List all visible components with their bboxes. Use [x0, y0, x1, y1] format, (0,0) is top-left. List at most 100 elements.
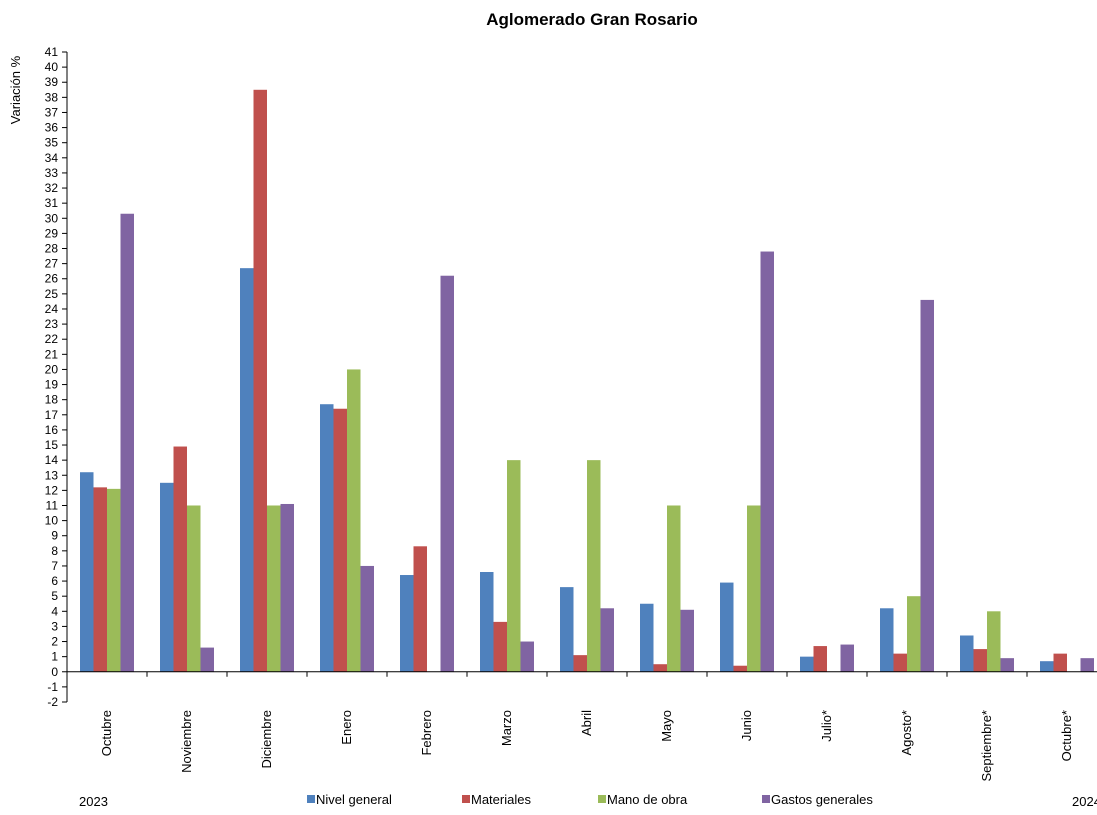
y-tick-label: 40	[45, 60, 59, 74]
bar-gastos-generales	[760, 251, 774, 672]
bar-nivel-general	[640, 603, 654, 672]
bar-nivel-general	[320, 404, 334, 672]
bar-gastos-generales	[840, 644, 854, 672]
legend-item-mano-de-obra: Mano de obra	[598, 792, 688, 807]
bar-materiales	[333, 408, 347, 672]
bar-gastos-generales	[280, 503, 294, 672]
bar-mano-de-obra	[267, 505, 281, 672]
bar-mano-de-obra	[587, 460, 601, 672]
year-label-2024: 2024	[1072, 794, 1097, 809]
x-tick-label: Diciembre	[259, 710, 274, 769]
bar-gastos-generales	[680, 609, 694, 672]
bar-nivel-general	[800, 656, 814, 672]
y-tick-label: 19	[45, 378, 59, 392]
y-tick-label: 41	[45, 45, 59, 59]
bars-group	[80, 89, 1094, 672]
x-tick-label: Octubre*	[1059, 710, 1074, 761]
y-tick-label: 25	[45, 287, 59, 301]
y-tick-label: 34	[45, 151, 59, 165]
y-tick-label: 13	[45, 468, 59, 482]
bar-nivel-general	[400, 575, 414, 672]
x-tick-label: Octubre	[99, 710, 114, 756]
y-tick-label: 16	[45, 423, 59, 437]
y-tick-label: 4	[51, 604, 58, 618]
bar-materiales	[893, 653, 907, 672]
y-tick-label: 33	[45, 166, 59, 180]
bar-nivel-general	[240, 268, 254, 672]
bar-gastos-generales	[440, 275, 454, 672]
bar-nivel-general	[160, 482, 174, 672]
y-tick-label: 15	[45, 438, 59, 452]
legend-label: Materiales	[471, 792, 531, 807]
y-tick-label: 39	[45, 75, 59, 89]
y-tick-label: 12	[45, 483, 59, 497]
bar-materiales	[813, 646, 827, 672]
legend-swatch	[762, 795, 770, 803]
bar-nivel-general	[480, 572, 494, 672]
bar-nivel-general	[960, 635, 974, 672]
bar-mano-de-obra	[347, 369, 361, 672]
y-tick-label: 35	[45, 136, 59, 150]
axes-group: -2-1012345678910111213141516171819202122…	[45, 45, 1097, 782]
bar-mano-de-obra	[907, 596, 921, 672]
legend-item-materiales: Materiales	[462, 792, 531, 807]
y-tick-label: 8	[51, 544, 58, 558]
bar-materiales	[493, 621, 507, 672]
x-tick-label: Abril	[579, 710, 594, 736]
bar-nivel-general	[720, 582, 734, 672]
y-tick-label: 38	[45, 90, 59, 104]
y-tick-label: 28	[45, 242, 59, 256]
y-tick-label: 10	[45, 514, 59, 528]
bar-materiales	[1053, 653, 1067, 672]
bar-mano-de-obra	[187, 505, 201, 672]
y-tick-label: 20	[45, 362, 59, 376]
bar-materiales	[253, 89, 267, 672]
bar-nivel-general	[80, 472, 94, 672]
y-tick-label: 14	[45, 453, 59, 467]
bar-mano-de-obra	[107, 488, 121, 672]
y-tick-label: -1	[47, 680, 58, 694]
y-tick-label: 23	[45, 317, 59, 331]
bar-gastos-generales	[600, 608, 614, 672]
y-tick-label: 27	[45, 257, 59, 271]
y-tick-label: 26	[45, 272, 59, 286]
x-tick-label: Julio*	[819, 710, 834, 742]
x-tick-label: Enero	[339, 710, 354, 745]
chart-title: Aglomerado Gran Rosario	[486, 10, 698, 29]
x-tick-label: Agosto*	[899, 710, 914, 756]
legend: Nivel general Materiales Mano de obra Gasto…	[307, 792, 873, 807]
x-tick-label: Junio	[739, 710, 754, 741]
y-tick-label: 1	[51, 650, 58, 664]
bar-mano-de-obra	[507, 460, 521, 672]
bar-gastos-generales	[200, 647, 214, 672]
y-tick-label: 0	[51, 665, 58, 679]
legend-label: Nivel general	[316, 792, 392, 807]
bar-mano-de-obra	[747, 505, 761, 672]
bar-materiales	[413, 546, 427, 672]
y-tick-label: 6	[51, 574, 58, 588]
y-tick-label: 17	[45, 408, 59, 422]
y-tick-label: -2	[47, 695, 58, 709]
y-tick-label: 31	[45, 196, 59, 210]
bar-gastos-generales	[120, 213, 134, 672]
legend-label: Mano de obra	[607, 792, 688, 807]
bar-mano-de-obra	[667, 505, 681, 672]
bar-gastos-generales	[1000, 658, 1014, 672]
y-axis-label: Variación %	[8, 55, 23, 124]
y-tick-label: 7	[51, 559, 58, 573]
legend-label: Gastos generales	[771, 792, 873, 807]
y-tick-label: 5	[51, 589, 58, 603]
y-tick-label: 32	[45, 181, 59, 195]
y-tick-label: 3	[51, 619, 58, 633]
bar-gastos-generales	[520, 641, 534, 672]
x-tick-label: Noviembre	[179, 710, 194, 773]
legend-swatch	[462, 795, 470, 803]
bar-materiales	[173, 446, 187, 672]
bar-materiales	[973, 649, 987, 672]
x-tick-label: Mayo	[659, 710, 674, 742]
bar-gastos-generales	[920, 299, 934, 672]
y-tick-label: 2	[51, 635, 58, 649]
x-tick-label: Marzo	[499, 710, 514, 746]
